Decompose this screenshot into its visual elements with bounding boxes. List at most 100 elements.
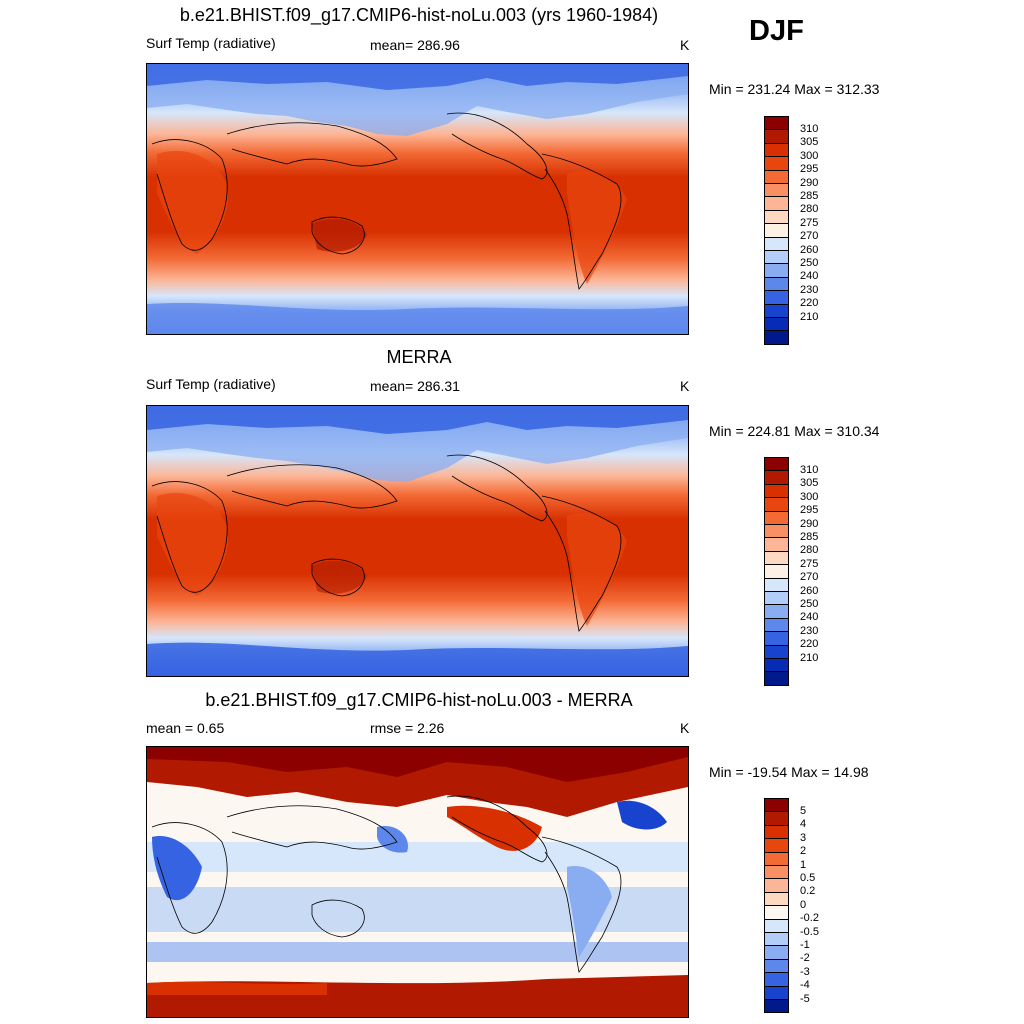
panel-2-units-label: K xyxy=(680,378,690,394)
panel-1-colorbar-box xyxy=(764,290,789,305)
panel-2-colorbar-box xyxy=(764,591,789,606)
panel-1-colorbar-label: 305 xyxy=(800,136,819,149)
panel-1-variable-label: Surf Temp (radiative) xyxy=(146,35,276,51)
panel-1-colorbar-label: 260 xyxy=(800,243,819,256)
panel-1-colorbar-box xyxy=(764,196,789,211)
panel-3-colorbar-box xyxy=(764,824,789,840)
panel-2-colorbar-box xyxy=(764,631,789,646)
panel-3-colorbar-label: 4 xyxy=(800,818,807,831)
panel-3-colorbar-box xyxy=(764,932,789,947)
panel-1-colorbar-box xyxy=(764,263,789,278)
panel-1-colorbar-box xyxy=(764,169,789,184)
panel-1-colorbar-box xyxy=(764,209,789,225)
panel-3-colorbar-label: 0.5 xyxy=(800,871,816,884)
panel-2-colorbar-label: 295 xyxy=(800,504,819,517)
panel-1-units-label: K xyxy=(680,37,690,53)
panel-2-colorbar-box xyxy=(764,537,789,552)
panel-2-colorbar-frame xyxy=(764,457,789,686)
panel-1-colorbar-label: 275 xyxy=(800,216,819,229)
panel-2-colorbar-box xyxy=(764,671,789,686)
panel-3-colorbar-box xyxy=(764,811,789,826)
panel-1-mean-label: mean= 286.96 xyxy=(370,37,460,53)
panel-1-colorbar-box xyxy=(764,330,789,345)
panel-3-colorbar-label: 2 xyxy=(800,845,807,858)
panel-1-colorbar-label: 280 xyxy=(800,203,819,216)
panel-3-title: b.e21.BHIST.f09_g17.CMIP6-hist-noLu.003 … xyxy=(205,690,633,710)
panel-2-colorbar-box xyxy=(764,644,789,659)
panel-2-colorbar-box xyxy=(764,550,789,566)
panel-2-colorbar-box xyxy=(764,497,789,512)
panel-1-colorbar-label: 300 xyxy=(800,149,819,162)
panel-1-colorbar-label: 240 xyxy=(800,270,819,283)
panel-2-colorbar-box xyxy=(764,524,789,539)
panel-1-colorbar-frame xyxy=(764,116,789,345)
panel-1-minmax: Min = 231.24 Max = 312.33 xyxy=(709,81,880,97)
panel-1-colorbar-box xyxy=(764,223,789,238)
panel-3-colorbar-label: 0.2 xyxy=(800,885,816,898)
panel-1-title: b.e21.BHIST.f09_g17.CMIP6-hist-noLu.003 … xyxy=(179,5,659,25)
panel-3-colorbar-box xyxy=(764,905,789,920)
panel-3-colorbar-label: -5 xyxy=(800,992,810,1005)
panel-2-colorbar-label: 210 xyxy=(800,651,819,664)
panel-2-colorbar-box xyxy=(764,470,789,485)
panel-2-map xyxy=(146,405,689,677)
panel-3-colorbar-box xyxy=(764,851,789,866)
panel-1-colorbar-box xyxy=(764,142,789,158)
panel-3-colorbar-box xyxy=(764,891,789,907)
panel-3-colorbar-box xyxy=(764,972,789,987)
panel-3-colorbar-box xyxy=(764,958,789,974)
panel-2-colorbar-label: 280 xyxy=(800,544,819,557)
panel-3-colorbar-box xyxy=(764,918,789,933)
panel-3-colorbar-label: -3 xyxy=(800,965,810,978)
panel-2-minmax: Min = 224.81 Max = 310.34 xyxy=(709,423,880,439)
panel-2-colorbar-label: 230 xyxy=(800,624,819,637)
panel-3-colorbar-box xyxy=(764,865,789,880)
panel-2-map-field xyxy=(147,406,688,676)
panel-2-title: MERRA xyxy=(386,347,452,367)
panel-3-colorbar-box xyxy=(764,999,789,1014)
panel-1-colorbar-label: 220 xyxy=(800,297,819,310)
panel-3-colorbar-label: -4 xyxy=(800,979,810,992)
panel-2-colorbar-box xyxy=(764,617,789,633)
panel-3-mean-label: mean = 0.65 xyxy=(146,720,225,736)
panel-3-colorbar-box xyxy=(764,945,789,960)
panel-2-colorbar-label: 250 xyxy=(800,597,819,610)
panel-1-colorbar-label: 310 xyxy=(800,122,819,135)
panel-2-colorbar-box xyxy=(764,510,789,525)
panel-3-colorbar-label: 1 xyxy=(800,858,807,871)
panel-3-colorbar-label: 5 xyxy=(800,804,807,817)
panel-3-colorbar-label: 0 xyxy=(800,898,807,911)
panel-3-colorbar-label: 3 xyxy=(800,831,807,844)
panel-1-colorbar-label: 250 xyxy=(800,256,819,269)
panel-1-colorbar-box xyxy=(764,303,789,318)
panel-3-colorbar-label: -1 xyxy=(800,938,810,951)
panel-1-colorbar-box xyxy=(764,317,789,332)
panel-2-colorbar-label: 290 xyxy=(800,517,819,530)
panel-1-colorbar-box xyxy=(764,236,789,251)
panel-1-colorbar-box xyxy=(764,250,789,265)
panel-2-colorbar-box xyxy=(764,604,789,619)
panel-2-colorbar-label: 240 xyxy=(800,611,819,624)
panel-1-colorbar-box xyxy=(764,156,789,171)
panel-1-map xyxy=(146,63,689,335)
panel-2-variable-label: Surf Temp (radiative) xyxy=(146,376,276,392)
panel-3-units-label: K xyxy=(680,720,690,736)
panel-3-colorbar-label: -0.2 xyxy=(800,912,819,925)
panel-3-colorbar-box xyxy=(764,878,789,893)
panel-3-map-field xyxy=(147,747,688,1017)
panel-2-colorbar-label: 260 xyxy=(800,584,819,597)
panel-1-colorbar-label: 230 xyxy=(800,283,819,296)
panel-2-colorbar-box xyxy=(764,564,789,579)
panel-2-mean-label: mean= 286.31 xyxy=(370,378,460,394)
panel-3-rmse-label: rmse = 2.26 xyxy=(370,720,445,736)
panel-3-colorbar-label: -2 xyxy=(800,952,810,965)
panel-2-colorbar-label: 305 xyxy=(800,477,819,490)
panel-2-colorbar-box xyxy=(764,577,789,592)
panel-2-colorbar-label: 300 xyxy=(800,490,819,503)
panel-2-colorbar-label: 310 xyxy=(800,463,819,476)
panel-1-colorbar-label: 270 xyxy=(800,230,819,243)
panel-2-colorbar-box xyxy=(764,658,789,673)
season-label: DJF xyxy=(749,15,804,47)
panel-1-colorbar-box xyxy=(764,129,789,144)
panel-2-colorbar-label: 270 xyxy=(800,571,819,584)
